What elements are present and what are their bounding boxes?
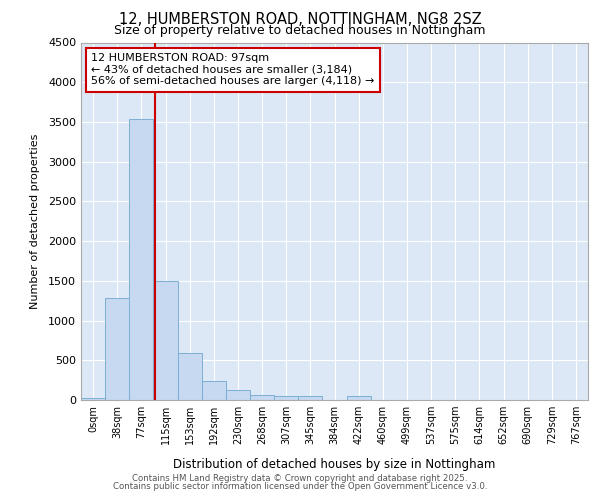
Bar bbox=[274, 396, 298, 400]
Bar bbox=[250, 395, 274, 400]
Bar bbox=[105, 298, 129, 400]
Text: 12, HUMBERSTON ROAD, NOTTINGHAM, NG8 2SZ: 12, HUMBERSTON ROAD, NOTTINGHAM, NG8 2SZ bbox=[119, 12, 481, 28]
Bar bbox=[347, 396, 371, 400]
Bar bbox=[154, 281, 178, 400]
Bar bbox=[178, 353, 202, 400]
Text: Contains public sector information licensed under the Open Government Licence v3: Contains public sector information licen… bbox=[113, 482, 487, 491]
Text: Contains HM Land Registry data © Crown copyright and database right 2025.: Contains HM Land Registry data © Crown c… bbox=[132, 474, 468, 483]
X-axis label: Distribution of detached houses by size in Nottingham: Distribution of detached houses by size … bbox=[173, 458, 496, 471]
Bar bbox=[202, 381, 226, 400]
Bar bbox=[81, 398, 105, 400]
Bar bbox=[298, 396, 322, 400]
Text: 12 HUMBERSTON ROAD: 97sqm
← 43% of detached houses are smaller (3,184)
56% of se: 12 HUMBERSTON ROAD: 97sqm ← 43% of detac… bbox=[91, 53, 374, 86]
Text: Size of property relative to detached houses in Nottingham: Size of property relative to detached ho… bbox=[114, 24, 486, 37]
Bar bbox=[226, 390, 250, 400]
Bar bbox=[129, 119, 154, 400]
Y-axis label: Number of detached properties: Number of detached properties bbox=[29, 134, 40, 309]
